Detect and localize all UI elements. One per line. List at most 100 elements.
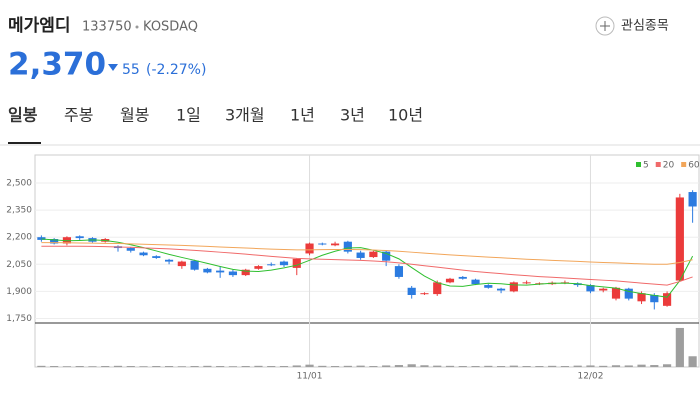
legend-label: 60 (688, 161, 700, 171)
period-tab[interactable]: 1년 (290, 106, 315, 125)
volume-bar (101, 366, 110, 367)
change: 55 (122, 62, 140, 78)
watch-button[interactable]: 관심종목 (621, 19, 669, 34)
volume-bar (228, 366, 238, 367)
candle-body (177, 261, 186, 267)
candle-body (267, 264, 276, 266)
volume-bar (509, 365, 518, 367)
period-tab[interactable]: 주봉 (64, 106, 93, 125)
watch-icon[interactable] (595, 16, 615, 36)
legend-swatch (681, 162, 687, 167)
legend-swatch (655, 162, 661, 167)
candle-body (356, 252, 365, 258)
candle-body (624, 288, 633, 299)
volume-bar (267, 366, 276, 367)
candle-body (369, 251, 378, 258)
candle-body (37, 237, 46, 240)
down-arrow (108, 64, 118, 71)
volume-bar (216, 366, 225, 367)
x-tick-label: 11/01 (297, 372, 323, 382)
volume-bar (369, 366, 378, 367)
candle-body (330, 243, 340, 246)
y-tick-label: 1,900 (6, 287, 32, 297)
volume-bar (343, 365, 352, 367)
candle-body (190, 260, 199, 270)
volume-bar (330, 366, 340, 367)
volume-bar (433, 365, 442, 367)
change-pct: (-2.27%) (146, 62, 206, 78)
volume-bar (624, 365, 633, 367)
candle-body (522, 282, 531, 284)
moving-average (41, 245, 693, 286)
volume-bar (62, 366, 72, 367)
volume-bar (471, 366, 480, 367)
volume-bar (382, 365, 391, 367)
separator (135, 25, 139, 29)
y-tick-label: 1,750 (6, 314, 32, 324)
volume-bar (586, 365, 595, 367)
volume-bar (637, 364, 646, 367)
volume-bar (420, 365, 429, 367)
y-tick-label: 2,050 (6, 260, 32, 270)
volume-bar (650, 365, 659, 367)
candle-body (445, 278, 455, 283)
candle-body (688, 192, 697, 207)
volume-bar (688, 356, 697, 367)
period-tab[interactable]: 일봉 (8, 106, 38, 125)
volume-bar (407, 364, 416, 367)
volume-bar (305, 364, 314, 367)
candle-body (50, 239, 59, 244)
candle-body (496, 288, 506, 291)
period-tab[interactable]: 3년 (340, 106, 365, 125)
market: KOSDAQ (143, 20, 198, 35)
period-tab[interactable]: 월봉 (120, 106, 149, 125)
volume-bar (356, 365, 365, 367)
candle-body (394, 266, 404, 277)
volume-bar (88, 366, 97, 367)
candle-body (471, 279, 480, 285)
candle-body (433, 282, 442, 295)
volume-bar (535, 366, 544, 367)
volume-bar (164, 366, 174, 367)
stock-code: 133750 (82, 20, 132, 35)
volume-bar (279, 366, 289, 367)
volume-bar (292, 365, 301, 367)
volume-bar (139, 366, 148, 367)
volume-bar (75, 366, 84, 367)
period-tab[interactable]: 10년 (388, 106, 423, 125)
candle-body (241, 269, 250, 276)
volume-bar (458, 366, 467, 367)
candle-body (152, 256, 161, 258)
candle-body (675, 197, 684, 281)
y-tick-label: 2,350 (6, 206, 32, 216)
x-tick-label: 12/02 (577, 372, 603, 382)
candle-body (637, 293, 646, 302)
plus (600, 21, 610, 31)
legend-label: 20 (663, 161, 675, 171)
candle-body (484, 285, 493, 288)
price: 2,370 (8, 47, 106, 83)
stock-name: 메가엠디 (8, 16, 71, 36)
volume-bar (152, 366, 161, 367)
volume-bar (177, 366, 186, 367)
volume-bar (126, 366, 135, 367)
candle-body (318, 243, 327, 245)
volume-bar (37, 365, 46, 367)
period-tab[interactable]: 3개월 (225, 106, 265, 125)
period-tab[interactable]: 1일 (176, 106, 201, 125)
volume-bar (548, 365, 557, 367)
volume-bar (599, 365, 608, 367)
moving-average (41, 238, 694, 298)
candle-body (254, 266, 263, 269)
volume-bar (241, 366, 250, 367)
candle-body (75, 236, 84, 239)
candle-body (305, 243, 314, 254)
plot-frame (34, 154, 700, 368)
volume-bar (611, 365, 621, 367)
volume-bar (573, 365, 582, 367)
volume-bar (445, 365, 455, 367)
volume-bar (203, 365, 212, 367)
legend-label: 5 (643, 161, 649, 171)
candle-body (292, 258, 301, 268)
